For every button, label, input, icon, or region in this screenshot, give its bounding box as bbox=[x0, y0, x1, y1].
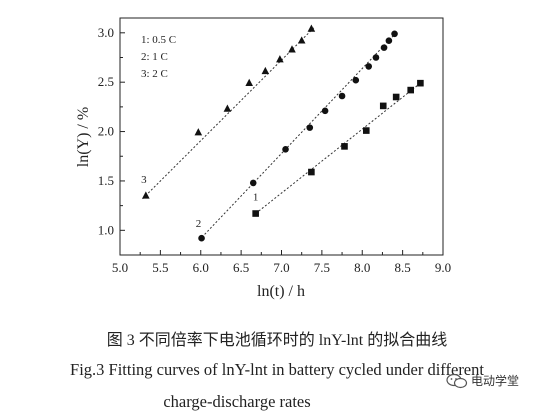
curve-label: 3 bbox=[141, 174, 147, 186]
curve-label: 2 bbox=[196, 218, 202, 230]
curve-labels: 1 2 3 bbox=[141, 174, 258, 230]
y-tick-label: 2.0 bbox=[98, 124, 114, 139]
legend-entry: 2: 1 C bbox=[141, 51, 168, 63]
data-point-square bbox=[417, 79, 424, 87]
watermark-text: 电动学堂 bbox=[471, 374, 520, 388]
legend: 1: 0.5 C 2: 1 C 3: 2 C bbox=[141, 34, 176, 80]
x-tick-label: 8.0 bbox=[354, 260, 370, 275]
data-point-circle bbox=[321, 107, 329, 115]
data-points bbox=[142, 24, 424, 242]
figure-caption-english-line2: charge-discharge rates bbox=[163, 392, 311, 411]
data-point-circle bbox=[306, 124, 314, 131]
x-tick-label: 5.0 bbox=[112, 260, 128, 275]
data-point-square bbox=[252, 210, 259, 217]
data-point-triangle bbox=[245, 78, 253, 87]
figure-caption-chinese: 图 3 不同倍率下电池循环时的 lnY-lnt 的拟合曲线 bbox=[106, 332, 448, 349]
wechat-icon bbox=[446, 373, 468, 388]
x-tick-label: 8.5 bbox=[395, 260, 411, 275]
y-tick-label: 1.5 bbox=[98, 173, 114, 188]
y-tick-label: 1.0 bbox=[98, 222, 114, 237]
data-point-square bbox=[392, 93, 400, 101]
data-point-circle bbox=[249, 179, 257, 187]
data-point-triangle bbox=[194, 128, 203, 136]
data-point-triangle bbox=[288, 45, 296, 53]
x-axis-title: ln(t) / h bbox=[257, 283, 305, 300]
data-point-square bbox=[308, 168, 315, 176]
data-point-square bbox=[341, 143, 348, 150]
data-point-square bbox=[379, 102, 387, 110]
curve-label: 1 bbox=[253, 192, 259, 204]
x-tick-label: 6.0 bbox=[193, 260, 209, 275]
data-point-triangle bbox=[142, 191, 150, 199]
data-point-circle bbox=[282, 146, 289, 153]
data-point-triangle bbox=[307, 24, 316, 32]
data-point-triangle bbox=[223, 104, 232, 112]
x-tick-label: 7.5 bbox=[314, 260, 330, 275]
data-point-circle bbox=[380, 44, 388, 51]
fit-line bbox=[142, 27, 315, 200]
x-tick-label: 5.5 bbox=[152, 260, 168, 275]
data-point-circle bbox=[365, 63, 373, 70]
legend-entry: 1: 0.5 C bbox=[141, 34, 176, 46]
data-point-square bbox=[362, 127, 370, 134]
legend-entry: 3: 2 C bbox=[141, 68, 168, 80]
x-tick-label: 6.5 bbox=[233, 260, 249, 275]
data-point-triangle bbox=[261, 66, 270, 75]
data-point-triangle bbox=[276, 55, 284, 63]
watermark: 电动学堂 bbox=[446, 372, 519, 389]
fit-line bbox=[255, 82, 421, 214]
y-axis-title: ln(Y) / % bbox=[75, 107, 92, 167]
data-point-circle bbox=[385, 37, 393, 45]
data-point-square bbox=[407, 86, 414, 94]
data-point-circle bbox=[372, 54, 380, 61]
x-tick-label: 9.0 bbox=[435, 260, 451, 275]
data-point-circle bbox=[352, 76, 360, 84]
data-point-circle bbox=[338, 92, 346, 100]
y-tick-label: 2.5 bbox=[98, 74, 114, 89]
data-point-triangle bbox=[297, 36, 306, 44]
figure-caption-english-line1: Fig.3 Fitting curves of lnY-lnt in batte… bbox=[70, 360, 484, 379]
x-tick-label: 7.0 bbox=[273, 260, 289, 275]
axis-ticks: 5.0 5.5 6.0 6.5 7.0 7.5 8.0 8.5 9.0 1.0 1.5 2.0 2.5 3… bbox=[98, 25, 451, 275]
data-point-circle bbox=[198, 234, 205, 242]
fit-lines bbox=[142, 27, 421, 241]
data-point-circle bbox=[391, 30, 398, 38]
chart: 5.0 5.5 6.0 6.5 7.0 7.5 8.0 8.5 9.0 1.0 1.5 2.0 2.5 3… bbox=[75, 17, 451, 300]
plot-frame bbox=[119, 17, 444, 256]
y-tick-label: 3.0 bbox=[98, 25, 114, 40]
